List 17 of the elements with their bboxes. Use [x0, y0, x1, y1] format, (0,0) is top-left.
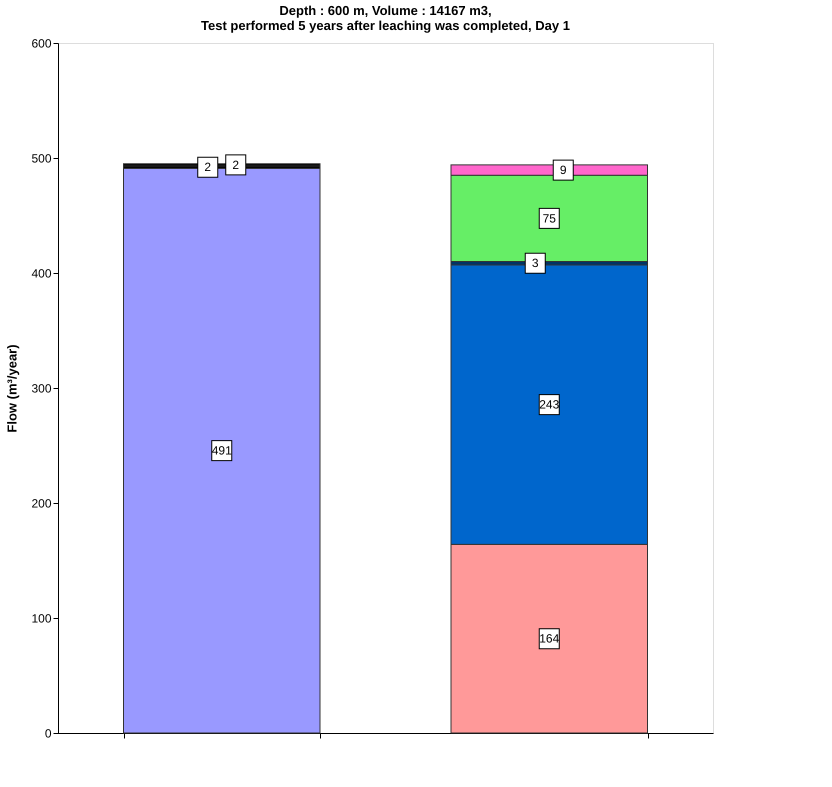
data-label: 243 — [539, 398, 560, 412]
y-tick-label: 200 — [31, 496, 52, 510]
data-label: 3 — [532, 256, 539, 270]
data-label: 491 — [212, 444, 232, 458]
y-tick-label: 600 — [31, 36, 52, 50]
data-label: 164 — [539, 632, 560, 646]
y-tick-label: 300 — [31, 382, 52, 396]
y-axis-title: Flow (m³/year) — [4, 344, 20, 433]
chart-title: Depth : 600 m, Volume : 14167 m3, Test performed 5 years after leaching was completed, Day 1 — [201, 3, 570, 33]
y-tick-label: 400 — [31, 266, 52, 280]
y-tick-label: 0 — [44, 726, 52, 740]
y-tick-label: 500 — [31, 152, 52, 166]
y-tick-label: 100 — [31, 612, 52, 626]
data-label: 75 — [542, 211, 556, 226]
data-label: 2 — [204, 160, 212, 174]
data-label: 2 — [232, 158, 240, 172]
data-label: 9 — [560, 163, 567, 178]
